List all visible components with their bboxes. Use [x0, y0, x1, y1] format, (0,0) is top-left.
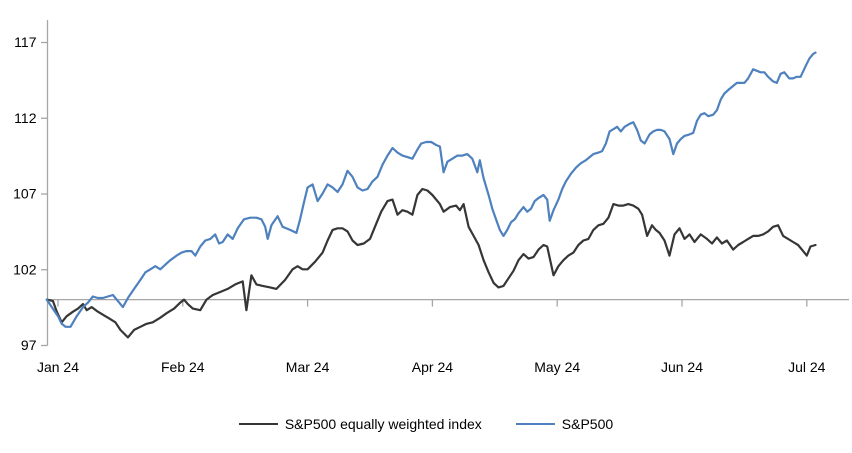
- x-tick-label: Apr 24: [412, 359, 453, 375]
- x-tick-label: Feb 24: [161, 359, 205, 375]
- x-tick-label: May 24: [534, 359, 580, 375]
- legend-label-equal-weight-index: S&P500 equally weighted index: [284, 416, 482, 432]
- legend-item-equal-weight-index: S&P500 equally weighted index: [238, 416, 482, 432]
- legend-line-swatch-dark: [238, 423, 278, 425]
- y-tick-label: 112: [14, 110, 37, 126]
- legend-line-swatch-blue: [515, 423, 555, 425]
- x-tick-label: Jan 24: [37, 359, 79, 375]
- x-tick-label: Mar 24: [286, 359, 330, 375]
- sp500-equal-weight-line: [45, 187, 817, 339]
- y-tick-label: 107: [13, 186, 37, 202]
- sp500-line: [45, 51, 817, 328]
- y-tick-label: 102: [13, 261, 37, 277]
- chart-legend: S&P500 equally weighted index S&P500: [0, 412, 852, 436]
- legend-label-sp500: S&P500: [561, 416, 614, 432]
- x-tick-label: Jul 24: [788, 359, 826, 375]
- y-tick-label: 97: [21, 337, 37, 353]
- x-tick-label: Jun 24: [661, 359, 703, 375]
- legend-item-sp500: S&P500: [515, 416, 614, 432]
- y-tick-label: 117: [14, 34, 37, 50]
